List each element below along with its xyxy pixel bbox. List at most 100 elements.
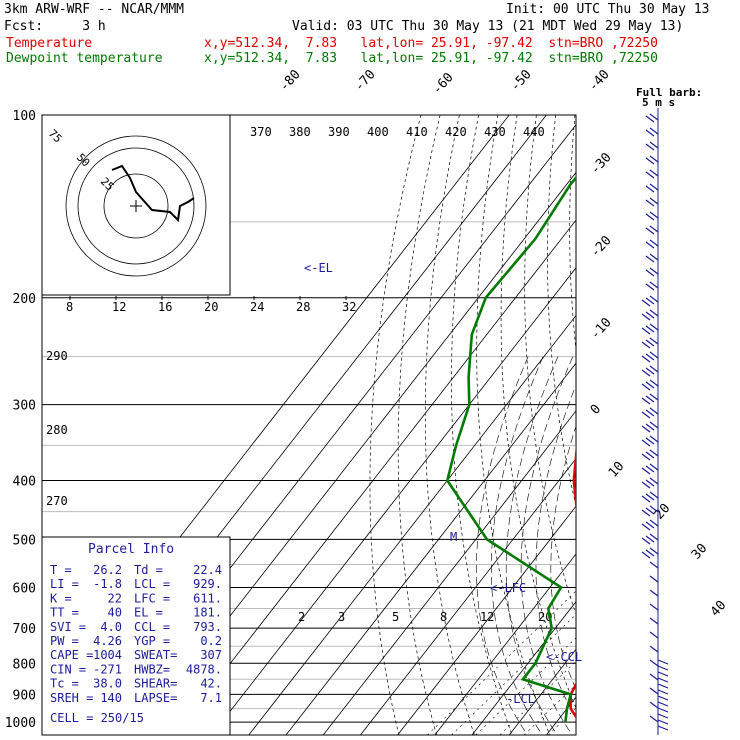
parcel-param-value: 42.: [200, 677, 222, 691]
wind-barb: [645, 535, 655, 543]
wind-barb: [657, 665, 669, 671]
speed-tick-label: 16: [158, 300, 172, 314]
theta-label: 390: [328, 125, 350, 139]
wind-barb: [641, 481, 651, 489]
parcel-param-value: 4.0: [100, 620, 122, 634]
moist-adiabat: [520, 356, 574, 735]
wind-barb: [649, 379, 659, 387]
parcel-param-value: 4.26: [93, 634, 122, 648]
speed-tick-label: 8: [66, 300, 73, 314]
temperature-trace: [569, 443, 576, 720]
parcel-param-value: 40: [108, 606, 122, 620]
forecast-hour: Fcst: 3 h: [4, 19, 106, 34]
dry-adiabat: [524, 115, 576, 616]
parcel-param-value: -271: [93, 662, 122, 676]
isotherm-line: [546, 696, 576, 735]
theta-label: 440: [523, 125, 545, 139]
wind-barb: [649, 575, 659, 583]
wind-barb: [645, 451, 655, 459]
pressure-tick-label: 600: [13, 581, 36, 596]
wind-barb: [641, 355, 651, 363]
wind-barb: [649, 561, 659, 569]
isotherm-line: [322, 410, 576, 735]
model-title: 3km ARW-WRF -- NCAR/MMM: [4, 2, 185, 17]
wind-barb: [645, 171, 655, 179]
wind-barb: [645, 521, 655, 529]
wind-barb: [645, 129, 655, 137]
wind-barb: [645, 283, 655, 291]
wind-barb: [649, 617, 659, 625]
isotherm-label: -10: [588, 315, 615, 342]
isotherm-label: -20: [588, 233, 615, 260]
isotherm-label: -40: [586, 67, 613, 94]
pressure-tick-label: 100: [13, 109, 36, 124]
wind-barb: [657, 671, 669, 677]
wind-barb: [645, 157, 655, 165]
wind-barb: [645, 423, 655, 431]
parcel-param-name: LI =: [50, 577, 79, 591]
pressure-tick-label: 200: [13, 292, 36, 307]
wind-barb: [657, 707, 669, 713]
speed-tick-label: 12: [112, 300, 126, 314]
isotherm-line: [285, 362, 576, 735]
wind-barb: [645, 465, 655, 473]
parcel-param-value: 7.1: [200, 691, 222, 705]
isotherm-label: -60: [430, 70, 457, 97]
wind-barb: [645, 479, 655, 487]
wind-barb: [641, 467, 651, 475]
wind-barb: [649, 505, 659, 513]
parcel-param-name: SHEAR=: [134, 677, 177, 691]
parcel-param-value: 181.: [193, 606, 222, 620]
hodograph-trace: [111, 164, 195, 223]
pressure-tick-label: 400: [13, 475, 36, 490]
wind-barb: [649, 519, 659, 527]
dewpoint-trace: [445, 175, 576, 723]
wind-barb: [649, 309, 659, 317]
wind-barb: [649, 491, 659, 499]
wind-barb: [645, 297, 655, 305]
wind-barb: [657, 701, 669, 707]
full-barb-note: Full barb:: [636, 86, 702, 99]
init-time: Init: 00 UTC Thu 30 May 13: [506, 2, 710, 17]
wind-barb: [649, 197, 659, 205]
moist-adiabat: [505, 356, 559, 735]
wind-barb: [645, 353, 655, 361]
wind-barb: [649, 421, 659, 429]
annotations: <-EL M <-LFC <-CCL -LCL Full barb:5 m s: [304, 86, 702, 706]
wind-barb: [645, 199, 655, 207]
isotherm-label: -70: [352, 67, 379, 94]
parcel-param-name: HWBZ=: [134, 662, 170, 676]
pressure-tick-label: 300: [13, 399, 36, 414]
annotation-lfc: <-LFC: [490, 581, 526, 595]
wind-barb: [649, 687, 659, 695]
isotherm-label: 40: [708, 598, 730, 620]
isotherm-label: 10: [606, 459, 628, 481]
parcel-param-name: SREH =: [50, 691, 93, 705]
dry-adiabat: [500, 115, 576, 710]
wind-barb: [649, 477, 659, 485]
isotherm-line: [174, 219, 576, 735]
speed-tick-label: 24: [250, 300, 264, 314]
mixing-ratio-label: 3: [338, 610, 345, 624]
dry-adiabat: [476, 115, 551, 735]
isotherm-label: -50: [508, 67, 535, 94]
wind-barb: [645, 409, 655, 417]
annotation-ccl: <-CCL: [546, 650, 582, 664]
parcel-param-value: 793.: [193, 620, 222, 634]
sounding-traces: [445, 175, 576, 723]
dry-adiabat: [652, 115, 740, 735]
wind-barb: [649, 603, 659, 611]
parcel-param-name: SWEAT=: [134, 648, 177, 662]
parcel-param-value: 22: [108, 591, 122, 605]
wind-barb: [649, 253, 659, 261]
wind-barb: [657, 683, 669, 689]
dry-adiabat: [369, 115, 422, 735]
temperature-legend: Temperature: [6, 36, 93, 51]
parcel-param-value: 307: [200, 648, 222, 662]
theta-label: 380: [289, 125, 311, 139]
parcel-param-name: LFC =: [134, 591, 170, 605]
wind-barb: [649, 295, 659, 303]
wind-barb: [657, 725, 669, 731]
wind-barb: [649, 169, 659, 177]
